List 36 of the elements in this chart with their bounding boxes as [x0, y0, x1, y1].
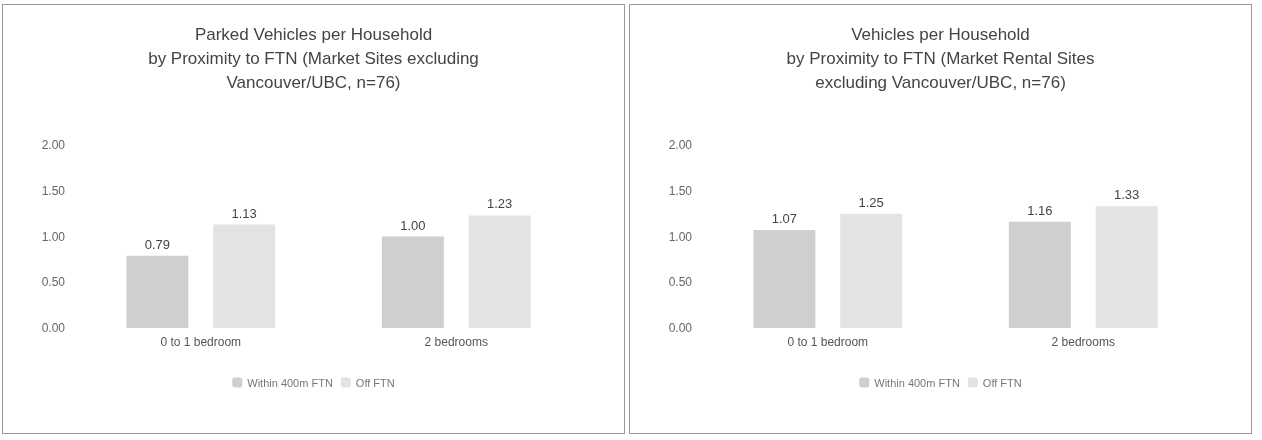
y-tick-label: 0.50 — [668, 275, 693, 290]
data-label: 0.79 — [144, 236, 171, 252]
bar — [1095, 206, 1158, 328]
legend-label: Within 400m FTN — [247, 376, 333, 389]
bar — [213, 224, 276, 328]
y-tick-label: 2.00 — [668, 138, 693, 152]
y-tick-label: 0.00 — [41, 321, 66, 335]
bar — [1008, 221, 1071, 328]
x-tick-label: 2 bedrooms — [1051, 335, 1115, 349]
y-tick-label: 1.00 — [668, 229, 693, 244]
y-tick-label: 0.50 — [41, 275, 66, 290]
bar — [468, 215, 531, 328]
bar — [840, 213, 903, 328]
data-label: 1.07 — [771, 211, 798, 227]
data-label: 1.00 — [400, 217, 426, 233]
bar — [753, 230, 816, 328]
legend-label: Off FTN — [982, 376, 1022, 389]
data-label: 1.23 — [486, 196, 513, 212]
y-tick-label: 1.00 — [41, 229, 66, 244]
bar — [381, 236, 444, 328]
data-label: 1.33 — [1113, 187, 1140, 203]
x-tick-label: 2 bedrooms — [424, 335, 488, 349]
data-label: 1.13 — [231, 205, 257, 221]
y-tick-label: 0.00 — [668, 321, 693, 335]
y-tick-label: 1.50 — [41, 183, 66, 198]
bar — [126, 255, 189, 328]
legend-label: Off FTN — [355, 376, 395, 389]
x-tick-label: 0 to 1 bedroom — [160, 335, 242, 349]
x-tick-label: 0 to 1 bedroom — [787, 335, 869, 349]
legend-label: Within 400m FTN — [874, 376, 960, 389]
data-label: 1.16 — [1027, 202, 1053, 218]
chart-title: Parked Vehicles per Household by Proximity to FTN (Market Sites excluding Vancouver/UBC, n=76) — [148, 24, 479, 92]
chart-title: Vehicles per Household by Proximity to FTN (Market Rental Sites excluding Vancouver/UBC, n=76) — [786, 24, 1095, 92]
y-tick-label: 2.00 — [41, 138, 66, 152]
y-tick-label: 1.50 — [668, 183, 693, 198]
data-label: 1.25 — [858, 194, 884, 210]
